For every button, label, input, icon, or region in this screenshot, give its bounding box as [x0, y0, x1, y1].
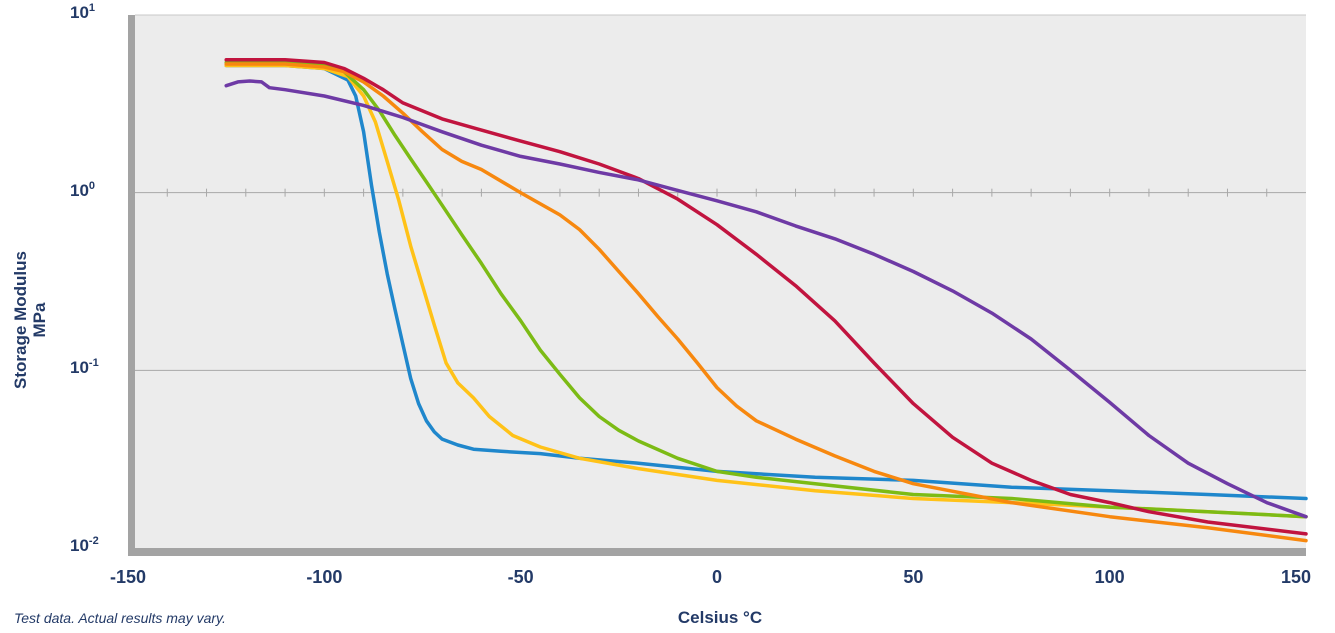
y-tick-label: 10-1 [70, 357, 99, 378]
x-tick-label: 100 [1094, 567, 1125, 587]
x-tick-label: 0 [711, 567, 722, 587]
y-axis-label-line1: Storage Modulus [11, 251, 30, 389]
series-group [224, 57, 1308, 543]
y-tick-label: 10-2 [70, 535, 99, 555]
footnote: Test data. Actual results may vary. [14, 610, 226, 626]
x-tick-label: -100 [306, 567, 343, 587]
series-line-3 [224, 60, 1308, 519]
series-line-2 [224, 63, 1308, 519]
plot-frame [128, 15, 1306, 556]
x-tick-label: 50 [903, 567, 924, 587]
series-line-4 [224, 62, 1308, 543]
series-line-5 [224, 57, 1308, 536]
y-tick-label: 101 [70, 2, 96, 22]
series-line-6 [224, 79, 1308, 519]
x-tick-label: -50 [507, 567, 534, 587]
y-axis-label-line2: MPa [30, 302, 49, 338]
series-line-1 [224, 63, 1308, 501]
x-tick-label: 150 [1280, 567, 1312, 587]
y-axis-bar [128, 15, 135, 555]
x-axis-label: Celsius °C [677, 608, 763, 627]
y-tick-label: 100 [70, 179, 96, 200]
plot-background [128, 15, 1306, 548]
y-axis-label: Storage Modulus MPa [0, 200, 60, 440]
x-tick-label: -150 [109, 567, 147, 587]
x-axis-bar [128, 548, 1306, 556]
